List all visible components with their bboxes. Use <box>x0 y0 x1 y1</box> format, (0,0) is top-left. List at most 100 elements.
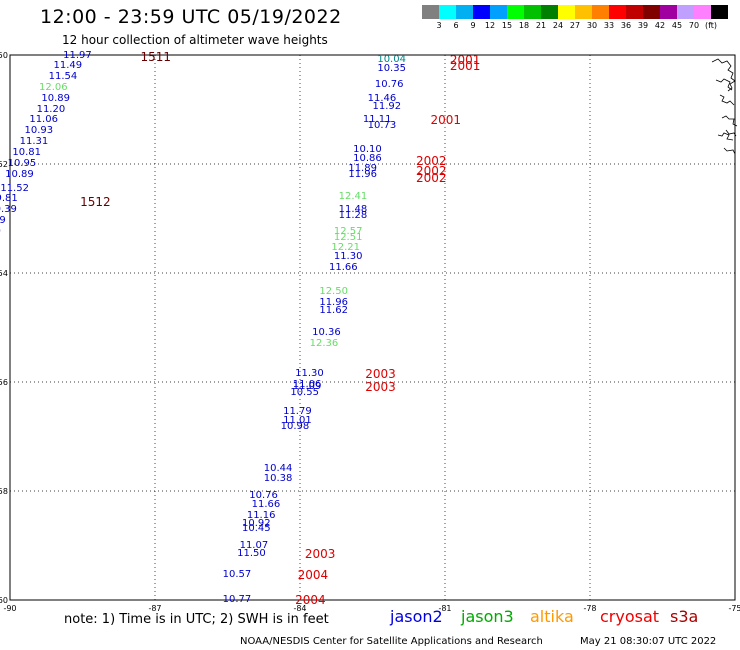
wave-height-value: 12.51 <box>333 231 363 243</box>
wave-height-value: 10.35 <box>377 62 406 74</box>
longitude-tick-label: -81 <box>438 604 451 613</box>
colorbar-swatch <box>439 5 456 19</box>
colorbar-swatch <box>711 5 728 19</box>
colorbar-swatch <box>677 5 694 19</box>
map-border <box>9 54 736 601</box>
wave-height-value: 10.36 <box>312 326 341 338</box>
colorbar-swatch <box>507 5 524 19</box>
wave-height-value: 10.93 <box>24 125 54 137</box>
wave-height-value: 12.50 <box>319 286 348 298</box>
colorbar-swatch <box>694 5 711 19</box>
map-title: 12:00 - 23:59 UTC 05/19/2022 <box>40 6 342 28</box>
wave-height-value: 11.48 <box>338 204 368 216</box>
pass-time-label: 1511 <box>140 49 172 64</box>
colorbar-label: 15 <box>501 21 513 30</box>
latitude-tick-label: -56 <box>0 378 8 387</box>
wave-height-value: 10.44 <box>263 463 293 475</box>
wave-height-value: 10.89 <box>5 168 34 180</box>
wave-height-value: 11.92 <box>372 100 402 112</box>
map-subtitle: 12 hour collection of altimeter wave hei… <box>62 33 328 47</box>
colorbar-label: 70 <box>688 21 700 30</box>
longitude-tick-label: -84 <box>293 604 306 613</box>
wave-height-value: 11.66 <box>251 498 281 510</box>
latitude-tick-label: -52 <box>0 160 8 169</box>
credit-line: NOAA/NESDIS Center for Satellite Applica… <box>240 636 543 647</box>
colorbar-swatch <box>575 5 592 19</box>
longitude-tick-label: -90 <box>3 604 16 613</box>
wave-height-value: 10.10 <box>353 144 382 156</box>
pass-time-label: 2003 <box>365 366 396 381</box>
wave-height-value: 12.41 <box>338 190 368 202</box>
colorbar-swatch <box>558 5 575 19</box>
wave-height-value: 12.36 <box>309 337 339 349</box>
wave-height-value: 10.38 <box>263 473 293 484</box>
wave-height-value: 11.28 <box>338 209 368 221</box>
wave-height-value: 11.62 <box>319 305 348 317</box>
colorbar-label: 36 <box>620 21 632 30</box>
wave-height-value: 10.81 <box>12 147 42 159</box>
pass-time-label: 2001 <box>449 58 481 73</box>
wave-height-value: 10.95 <box>7 158 37 169</box>
wave-height-value: 11.06 <box>29 114 58 126</box>
colorbar-label: 33 <box>603 21 615 30</box>
wave-height-value: 12.21 <box>331 242 361 254</box>
pass-time-label: 2002 <box>416 163 447 178</box>
colorbar-label: 30 <box>586 21 598 30</box>
satellite-legend-jason2: jason2 <box>390 607 443 626</box>
wave-height-value: 11.01 <box>283 415 312 427</box>
colorbar-label: 6 <box>453 21 459 30</box>
wave-height-value: 11.46 <box>367 92 397 104</box>
wave-height-value: 11.96 <box>319 296 348 308</box>
colorbar-swatch <box>626 5 643 19</box>
wave-height-value: 11.97 <box>63 50 92 62</box>
wave-height-value: 11.16 <box>246 509 276 521</box>
wave-height-value: 11.52 <box>0 182 29 194</box>
wave-height-value: 11.49 <box>53 59 83 71</box>
longitude-tick-label: -75 <box>728 604 740 613</box>
colorbar-label: 9 <box>470 21 476 30</box>
pass-time-label: 2003 <box>365 380 396 395</box>
colorbar-label: 3 <box>436 21 442 30</box>
colorbar-label: 21 <box>535 21 547 30</box>
wave-height-value: 11.89 <box>348 163 377 175</box>
satellite-legend-s3a: s3a <box>670 607 699 626</box>
colorbar-label: 24 <box>552 21 564 30</box>
colorbar-label: (ft) <box>704 21 718 30</box>
colorbar-swatch <box>456 5 473 19</box>
colorbar-swatch <box>643 5 660 19</box>
colorbar-swatch <box>524 5 541 19</box>
wave-height-value: 11.54 <box>48 70 78 82</box>
colorbar-swatch <box>609 5 626 19</box>
colorbar-swatch <box>422 5 439 19</box>
wave-height-value: 10.39 <box>0 204 17 216</box>
wave-height-value: 10.86 <box>353 152 382 164</box>
satellite-legend-altika: altika <box>530 607 574 626</box>
colorbar-swatch <box>541 5 558 19</box>
pass-time-label: 1512 <box>80 195 111 210</box>
satellite-legend-jason3: jason3 <box>461 607 514 626</box>
latitude-tick-label: -58 <box>0 487 8 496</box>
coastline <box>711 58 738 155</box>
latitude-tick-label: -54 <box>0 269 8 278</box>
wave-height-value: 11.11 <box>362 114 392 126</box>
longitude-tick-label: -87 <box>148 604 161 613</box>
longitude-tick-label: -78 <box>583 604 596 613</box>
wave-height-value: 11.30 <box>295 367 324 379</box>
wave-height-value: 10.98 <box>280 420 310 432</box>
wave-height-value: 11.31 <box>19 136 49 148</box>
wave-height-value: 11.09 <box>292 381 322 393</box>
pass-time-label: 2001 <box>430 113 462 128</box>
generation-timestamp: May 21 08:30:07 UTC 2022 <box>580 636 717 647</box>
wave-height-value: 10.92 <box>242 517 271 529</box>
colorbar-label: 18 <box>518 21 530 30</box>
latitude-tick-label: -60 <box>0 596 8 605</box>
colorbar-label: 27 <box>569 21 581 30</box>
wave-height-value: 10.77 <box>222 594 252 605</box>
wave-height-value: 10.73 <box>367 119 397 131</box>
wave-height-value: 11.30 <box>333 250 363 262</box>
wave-height-value: 11.20 <box>36 103 66 115</box>
pass-time-label: 2002 <box>416 154 447 169</box>
wave-height-value: 11.66 <box>329 261 358 273</box>
footer-note: note: 1) Time is in UTC; 2) SWH is in fe… <box>64 612 329 627</box>
